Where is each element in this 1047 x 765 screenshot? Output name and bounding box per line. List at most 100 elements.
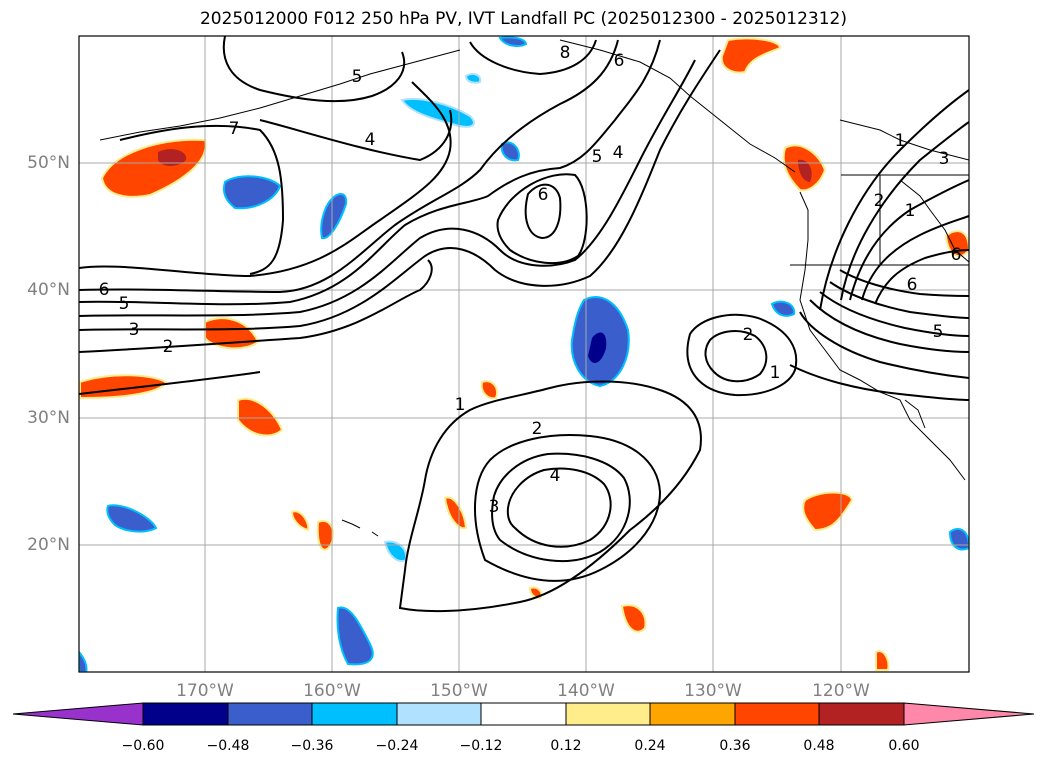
colorbar-tick-label: 0.36 [719, 738, 751, 754]
contour-line [469, 39, 597, 76]
negative-anomaly [79, 650, 88, 672]
negative-anomaly [498, 36, 528, 47]
negative-anomaly [464, 73, 482, 84]
contour-label: 2 [532, 419, 543, 439]
contour-label: 5 [119, 294, 130, 314]
contour-label: 1 [905, 201, 916, 221]
lat-label-50n: 50°N [27, 153, 70, 173]
negative-anomaly [770, 300, 796, 317]
contour-label: 2 [874, 191, 885, 211]
negative-anomaly [400, 98, 475, 128]
contour-label: 8 [560, 43, 571, 63]
colorbar-extend-high [903, 702, 1035, 726]
contour-label: 6 [99, 280, 110, 300]
colorbar-segment [311, 702, 398, 726]
negative-anomaly [948, 528, 969, 551]
contour-label: 5 [933, 322, 944, 342]
coastlines [99, 39, 969, 537]
positive-anomaly [480, 380, 498, 400]
contour-label: 4 [550, 466, 561, 486]
colorbar-tick-label: 0.24 [634, 738, 666, 754]
map-frame [78, 35, 970, 673]
positive-anomaly [875, 650, 890, 671]
contour-line [799, 311, 969, 379]
positive-anomaly [443, 496, 468, 530]
map-panel [79, 36, 969, 672]
lon-label-150w: 150°W [430, 681, 488, 701]
map-title: 2025012000 F012 250 hPa PV, IVT Landfall… [199, 9, 847, 29]
contour-label: 4 [365, 130, 376, 150]
contour-line [819, 89, 969, 311]
colorbar-segment [565, 702, 651, 726]
contour-label: 2 [163, 337, 174, 357]
contour-line [849, 179, 969, 301]
contour-line [491, 452, 631, 563]
contour-line [496, 173, 588, 265]
colorbar-segment [480, 702, 567, 726]
contour-label: 5 [592, 147, 603, 167]
negative-anomaly-core [588, 332, 607, 363]
colorbar-tick-label: 0.12 [550, 738, 582, 754]
contour-label: 6 [614, 51, 625, 71]
lon-label-170w: 170°W [176, 681, 234, 701]
contour-line [79, 259, 433, 353]
lon-label-140w: 140°W [557, 681, 615, 701]
negative-anomaly [106, 504, 158, 533]
colorbar-segment [734, 702, 820, 726]
contour-line [524, 183, 562, 240]
ivt-contours [79, 36, 969, 613]
colorbar-extend-low [12, 702, 144, 726]
colorbar-tick-label: −0.12 [459, 738, 503, 754]
contour-label: 4 [613, 143, 624, 163]
colorbar-segment [227, 702, 313, 726]
contour-label: 6 [907, 275, 918, 295]
contour-line [473, 434, 662, 582]
contour-line [79, 59, 696, 317]
lon-label-120w: 120°W [812, 681, 870, 701]
gridlines [79, 36, 969, 672]
colorbar-segment [142, 702, 229, 726]
contour-line [119, 124, 285, 275]
positive-anomaly [620, 604, 647, 633]
contour-line [79, 371, 261, 395]
contour-label: 3 [489, 497, 500, 517]
contour-line [839, 269, 969, 297]
contour-line [840, 121, 969, 301]
colorbar-segment [396, 702, 482, 726]
contour-label: 3 [129, 320, 140, 340]
contour-label: 6 [951, 245, 962, 265]
contour-label: 5 [352, 67, 363, 87]
colorbar-tick-label: −0.60 [121, 738, 165, 754]
contour-labels: 7 5 6 4 8 6 5 4 6 6 5 3 2 1 2 1 2 4 3 1 … [99, 43, 962, 517]
colorbar-segment [649, 702, 736, 726]
contour-label: 6 [538, 185, 549, 205]
contour-line [686, 313, 798, 397]
contour-line [79, 39, 661, 306]
lon-label-160w: 160°W [303, 681, 361, 701]
contour-label: 1 [770, 363, 781, 383]
contour-line [79, 81, 452, 278]
negative-anomaly [320, 193, 348, 240]
colorbar-tick-label: 0.48 [803, 738, 835, 754]
contour-label: 2 [743, 325, 754, 345]
lon-label-130w: 130°W [684, 681, 742, 701]
colorbar-segment [818, 702, 905, 726]
positive-anomaly-core [798, 159, 812, 182]
positive-anomaly [720, 37, 782, 74]
negative-anomaly [336, 606, 374, 666]
negative-anomaly [500, 141, 520, 162]
lat-label-20n: 20°N [27, 535, 70, 555]
contour-line [79, 49, 721, 331]
positive-anomaly [290, 510, 310, 532]
contour-line [222, 36, 406, 103]
contour-label: 1 [455, 395, 466, 415]
contour-line [819, 291, 969, 337]
contour-line [809, 299, 969, 353]
colorbar-tick-label: −0.48 [206, 738, 250, 754]
positive-anomaly [528, 586, 543, 600]
positive-anomaly [237, 397, 284, 437]
contour-label: 3 [939, 149, 950, 169]
contour-label: 7 [229, 119, 240, 139]
contour-line [789, 364, 969, 401]
